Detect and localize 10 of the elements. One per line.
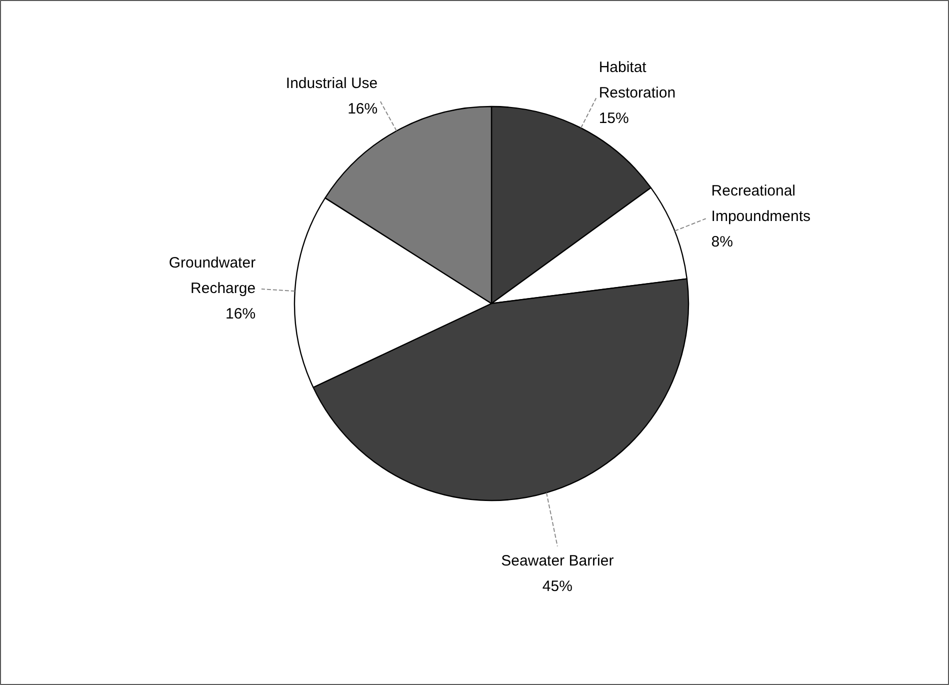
data-label: 16%: [226, 306, 256, 323]
slice-label: Industrial Use: [286, 75, 378, 92]
data-label: 8%: [711, 233, 733, 250]
slice-label: Recreational Impoundments: [711, 182, 811, 225]
data-label: 45%: [542, 578, 572, 596]
slice-label: Seawater Barrier: [501, 552, 614, 570]
data-label: 16%: [348, 100, 378, 118]
data-label: 15%: [598, 110, 629, 127]
slice-label: Groundwater Recharge: [168, 254, 256, 298]
slice-label: Habitat Restoration: [598, 58, 676, 102]
